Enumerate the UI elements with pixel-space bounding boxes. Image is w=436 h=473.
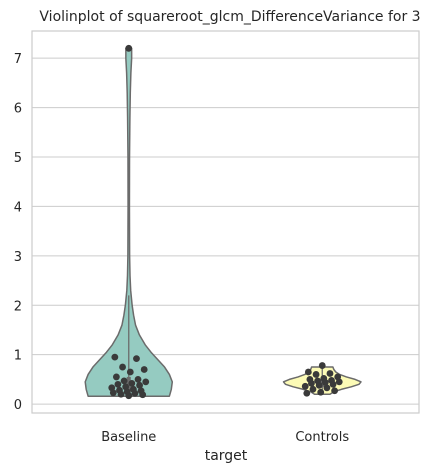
grid-lines [32, 57, 419, 405]
point-baseline-5 [126, 368, 134, 376]
point-controls-17 [331, 387, 339, 395]
point-baseline-6 [112, 373, 120, 381]
y-tick-labels: 0 1 2 3 4 5 6 7 [14, 52, 22, 413]
point-baseline-23 [125, 392, 133, 400]
box-baseline [126, 376, 131, 394]
point-baseline-3 [119, 363, 126, 371]
point-baseline-12 [136, 381, 143, 389]
point-baseline-9 [142, 378, 150, 386]
point-baseline-10 [128, 379, 136, 387]
point-baseline-2 [133, 355, 140, 363]
y-tick-label-5: 5 [14, 151, 22, 166]
y-tick-label-3: 3 [14, 250, 22, 265]
y-tick-label-7: 7 [14, 52, 22, 67]
x-tick-label-controls: Controls [295, 430, 349, 445]
point-baseline-0 [125, 44, 133, 52]
point-controls-12 [329, 380, 337, 388]
point-controls-11 [308, 379, 315, 387]
point-controls-10 [321, 378, 329, 386]
point-controls-18 [317, 388, 325, 396]
point-controls-16 [309, 385, 317, 393]
x-tick-label-baseline: Baseline [101, 430, 156, 445]
violins [84, 47, 362, 397]
point-controls-13 [315, 381, 323, 389]
y-tick-label-6: 6 [14, 102, 22, 117]
y-tick-label-1: 1 [14, 349, 22, 364]
x-axis-label: target [205, 448, 248, 464]
point-baseline-8 [120, 377, 128, 385]
y-tick-label-0: 0 [14, 398, 22, 413]
point-controls-19 [303, 389, 311, 397]
y-tick-label-4: 4 [14, 200, 22, 215]
point-baseline-21 [117, 390, 125, 398]
point-controls-2 [326, 370, 334, 377]
point-controls-1 [304, 368, 312, 376]
point-baseline-1 [111, 353, 119, 361]
plot-frame [31, 30, 420, 414]
x-tick-labels: Baseline Controls [101, 430, 349, 445]
point-baseline-4 [140, 366, 148, 373]
y-tick-label-2: 2 [14, 299, 22, 314]
point-baseline-20 [131, 389, 139, 397]
point-controls-15 [323, 384, 331, 392]
point-controls-9 [335, 378, 343, 386]
chart-title: Violinplot of squareroot_glcm_Difference… [39, 9, 420, 25]
point-baseline-11 [114, 380, 122, 388]
strip-points [108, 44, 343, 400]
point-baseline-19 [109, 389, 117, 397]
point-baseline-22 [139, 391, 147, 399]
point-controls-0 [318, 362, 326, 369]
point-controls-14 [301, 382, 309, 390]
point-baseline-7 [134, 375, 142, 383]
point-controls-3 [312, 371, 320, 378]
